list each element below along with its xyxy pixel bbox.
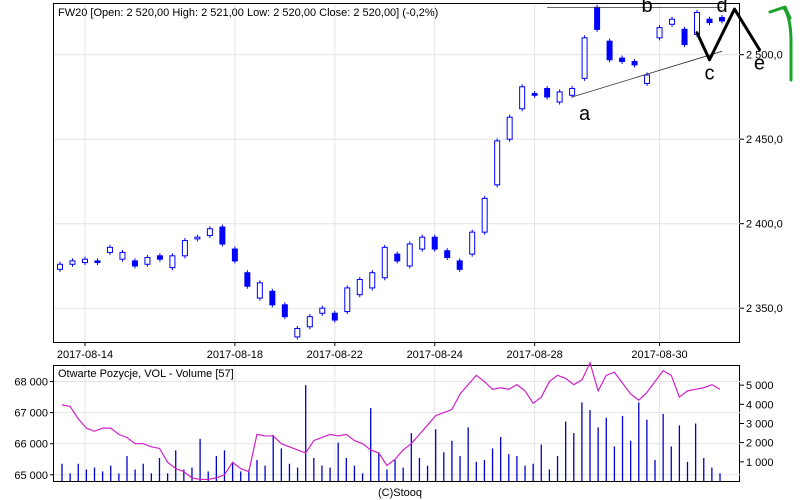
candle-body (119, 251, 126, 260)
candle-body (506, 116, 513, 140)
candle-body (156, 255, 163, 260)
candle-body (656, 27, 663, 39)
volume-tick-label: 4 000 (746, 399, 774, 411)
candle-body (94, 260, 101, 264)
price-x-tick-label: 2017-08-24 (407, 349, 463, 361)
candle-body (256, 282, 263, 299)
wave-annotations: a b c d e (579, 0, 793, 125)
candle-body (531, 93, 538, 96)
candle-body (81, 258, 88, 264)
volume-bars (61, 385, 721, 481)
price-x-tick-label: 2017-08-18 (207, 349, 263, 361)
candle-body (669, 18, 676, 25)
candle-body (206, 228, 213, 237)
candle-body (469, 231, 476, 255)
candle-body (569, 88, 576, 96)
candle-body (269, 290, 276, 306)
candle-body (519, 86, 526, 110)
open-interest-axis: 68 000 67 000 66 000 65 000 (14, 377, 54, 482)
candle-body (544, 88, 551, 98)
candle-body (281, 304, 288, 318)
candle-body (57, 263, 63, 270)
candle-body (394, 253, 401, 262)
price-y-tick-label: 2 400,0 (746, 219, 783, 231)
price-panel (53, 3, 740, 343)
candle-body (681, 28, 688, 46)
price-y-axis: 2 500,0 2 450,0 2 400,0 2 350,0 (740, 50, 783, 315)
volume-grid (54, 366, 740, 481)
volume-panel (53, 365, 740, 482)
candle-body (244, 272, 251, 287)
price-x-tick-label: 2017-08-28 (507, 349, 563, 361)
volume-tick-label: 3 000 (746, 419, 774, 431)
candle-body (144, 257, 151, 265)
volume-tick-label: 2 000 (746, 438, 774, 450)
candle-body (231, 248, 238, 262)
candle-body (706, 18, 713, 24)
candle-body (644, 74, 651, 84)
candle-body (406, 243, 413, 267)
candle-body (381, 246, 388, 279)
candle-body (694, 11, 701, 35)
candle-body (306, 316, 313, 328)
arrow-up-icon (768, 5, 793, 82)
open-interest-line (61, 361, 721, 481)
price-trend-lines (547, 6, 723, 98)
oi-tick-label: 65 000 (14, 470, 48, 482)
candle-body (69, 260, 76, 265)
candle-body (331, 312, 338, 321)
volume-tick-label: 1 000 (746, 457, 774, 469)
price-y-tick-label: 2 350,0 (746, 303, 783, 315)
wave-label-e: e (754, 52, 765, 74)
candle-body (356, 278, 363, 296)
price-y-tick-label: 2 500,0 (746, 50, 783, 62)
candle-body (181, 240, 188, 257)
footer-credit: (C)Stooq (378, 487, 422, 499)
candle-body (294, 327, 301, 338)
candle-body (456, 260, 463, 270)
candle-body (606, 40, 613, 61)
candle-body (419, 236, 426, 250)
candle-body (444, 250, 451, 259)
price-chart-title: FW20 [Open: 2 520,00 High: 2 521,00 Low:… (58, 7, 438, 19)
price-x-axis: 2017-08-14 2017-08-18 2017-08-22 2017-08-24… (57, 342, 688, 361)
candle-body (719, 17, 725, 22)
volume-chart-title: Otwarte Pozycje, VOL - Volume [57] (58, 368, 234, 380)
candle-body (619, 57, 626, 62)
price-x-tick-label: 2017-08-22 (307, 349, 363, 361)
candle-body (131, 260, 138, 267)
price-grid (54, 4, 740, 342)
candle-body (594, 6, 601, 30)
candle-body (494, 140, 501, 186)
oi-tick-label: 66 000 (14, 439, 48, 451)
candle-body (581, 37, 588, 79)
price-y-tick-label: 2 450,0 (746, 134, 783, 146)
candle-body (556, 91, 563, 103)
wave-label-c: c (705, 63, 715, 85)
volume-tick-label: 5 000 (746, 380, 774, 392)
price-x-tick-label: 2017-08-30 (631, 349, 687, 361)
wave-label-a: a (579, 103, 591, 125)
oi-tick-label: 67 000 (14, 408, 48, 420)
wave-label-b: b (641, 0, 652, 17)
candle-body (219, 226, 226, 245)
volume-axis: 5 000 4 000 3 000 2 000 1 000 (740, 380, 774, 469)
trend-line (571, 50, 723, 98)
price-x-tick-label: 2017-08-14 (57, 349, 113, 361)
candle-body (169, 255, 176, 269)
wave-label-d: d (716, 0, 727, 17)
candle-body (319, 307, 326, 314)
candle-body (106, 246, 113, 253)
candle-body (344, 287, 351, 313)
candle-body (369, 272, 376, 289)
wave-path (695, 7, 761, 62)
candle-body (481, 197, 488, 233)
candle-body (431, 236, 438, 250)
candle-body (194, 236, 201, 240)
oi-tick-label: 68 000 (14, 377, 48, 389)
price-candles (57, 4, 725, 340)
candle-body (631, 60, 638, 66)
